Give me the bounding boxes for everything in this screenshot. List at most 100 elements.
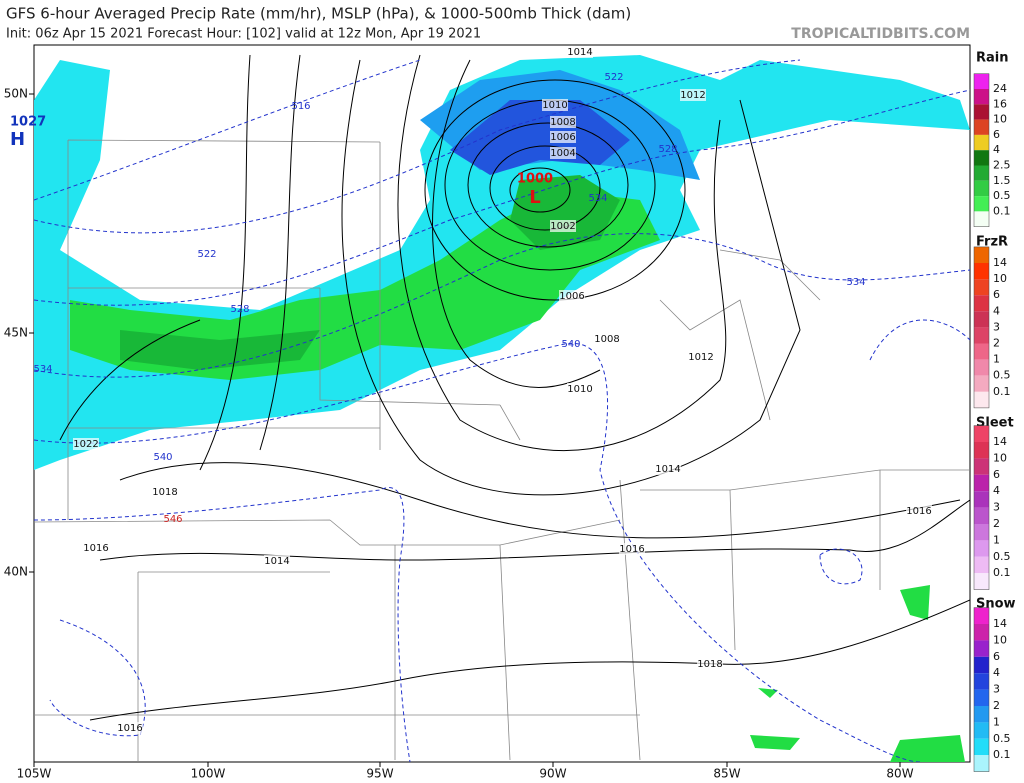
isobar-label-bg — [688, 351, 714, 363]
legend-swatch — [974, 165, 989, 181]
isobar-label: 1014 — [655, 464, 680, 475]
isobar-label-bg — [567, 46, 593, 58]
legend-swatch — [974, 196, 989, 212]
isobar-label: 1010 — [542, 100, 567, 111]
legend-level: 2.5 — [993, 159, 1011, 172]
legend-level: 1 — [993, 353, 1000, 366]
isobar-label-bg — [550, 131, 576, 143]
legend-swatch — [974, 755, 989, 772]
legend-swatch — [974, 706, 989, 723]
isobar-label-bg — [264, 555, 290, 567]
isobar-label: 1006 — [550, 132, 575, 143]
isobar-label-bg — [906, 505, 932, 517]
lon-label: 85W — [713, 767, 740, 781]
legend-swatch — [974, 391, 989, 408]
legend-swatch — [974, 540, 989, 557]
legend-level: 3 — [993, 501, 1000, 514]
isobar-label: 1012 — [688, 352, 713, 363]
legend-level: 6 — [993, 650, 1000, 663]
legend-swatch — [974, 738, 989, 756]
isobar-label: 1016 — [83, 543, 108, 554]
isobar-label: 1018 — [152, 487, 177, 498]
isobar-label-bg — [697, 658, 723, 670]
legend-level: 4 — [993, 666, 1000, 679]
legend-swatch — [974, 180, 989, 197]
isobar-label: 1004 — [550, 148, 575, 159]
legend-level: 0.1 — [993, 385, 1011, 398]
legend-level: 24 — [993, 82, 1007, 95]
isobar-label-bg — [73, 438, 99, 450]
lon-label: 95W — [366, 767, 393, 781]
precip-green — [70, 190, 660, 380]
legend-level: 2 — [993, 517, 1000, 530]
subtitle: Init: 06z Apr 15 2021 Forecast Hour: [10… — [6, 27, 481, 42]
legend-swatch — [974, 556, 989, 574]
lon-label: 105W — [17, 767, 52, 781]
legend-swatch — [974, 491, 989, 508]
legend-frame — [973, 73, 990, 227]
thickness-label: 540 — [561, 339, 580, 350]
legend-swatch — [974, 150, 989, 166]
legend-level: 14 — [993, 617, 1007, 630]
legend-swatch — [974, 279, 989, 296]
legend-swatch — [974, 134, 989, 151]
legend-swatch — [974, 211, 989, 227]
isobar-label-bg — [655, 463, 681, 475]
legend-level: 0.5 — [993, 369, 1011, 382]
legend-level: 0.1 — [993, 204, 1011, 217]
legend-level: 4 — [993, 304, 1000, 317]
isobar-label-bg — [619, 543, 645, 555]
legend-level: 10 — [993, 451, 1007, 464]
thickness-label: 540 — [153, 452, 172, 463]
legend-level: 16 — [993, 97, 1007, 110]
thickness-label: 534 — [33, 364, 52, 375]
legend-level: 14 — [993, 435, 1007, 448]
legend-swatch — [974, 295, 989, 312]
isobar-label: 1016 — [619, 544, 644, 555]
isobar-label-bg — [559, 290, 585, 302]
isobar-label: 1014 — [264, 556, 289, 567]
legend-swatch — [974, 327, 989, 344]
lat-label: 45N — [4, 326, 28, 340]
thickness-label: 528 — [658, 144, 677, 155]
state-lines — [34, 139, 970, 762]
legend-swatch — [974, 246, 989, 263]
legend-swatch — [974, 119, 989, 135]
isobar-label: 1012 — [680, 90, 705, 101]
legend-level: 4 — [993, 143, 1000, 156]
isobar-label-bg — [117, 722, 143, 734]
legend-swatch — [974, 640, 989, 657]
legend-swatch — [974, 524, 989, 541]
legend-level: 4 — [993, 484, 1000, 497]
legend-level: 3 — [993, 320, 1000, 333]
legend-swatch — [974, 343, 989, 360]
isobar-label-bg — [680, 89, 706, 101]
legend-level: 6 — [993, 288, 1000, 301]
isobar-label-bg — [550, 220, 576, 232]
isobar-label-bg — [550, 147, 576, 159]
low-value: 1000 — [517, 172, 553, 187]
legend-level: 3 — [993, 683, 1000, 696]
isobar-label: 1002 — [550, 221, 575, 232]
legend-level: 6 — [993, 128, 1000, 141]
thickness-label: 528 — [230, 304, 249, 315]
isobar-label-bg — [83, 542, 109, 554]
high-label: H — [10, 129, 25, 150]
legend-level: 6 — [993, 468, 1000, 481]
legend-swatch — [974, 375, 989, 392]
isobar-label: 1014 — [567, 47, 592, 58]
legend-title: FrzR — [976, 235, 1008, 250]
legend-level: 0.1 — [993, 566, 1011, 579]
isobar-label-bg — [550, 116, 576, 128]
low-label: L — [529, 187, 540, 208]
thickness-label: 534 — [846, 277, 865, 288]
legend-level: 2 — [993, 699, 1000, 712]
legend-swatch — [974, 359, 989, 376]
legend-swatch — [974, 73, 989, 89]
thickness-label: 546 — [163, 514, 182, 525]
precip-green-dark — [120, 175, 620, 370]
legend-level: 1 — [993, 533, 1000, 546]
legend-swatch — [974, 474, 989, 492]
isobar-label: 1016 — [117, 723, 142, 734]
